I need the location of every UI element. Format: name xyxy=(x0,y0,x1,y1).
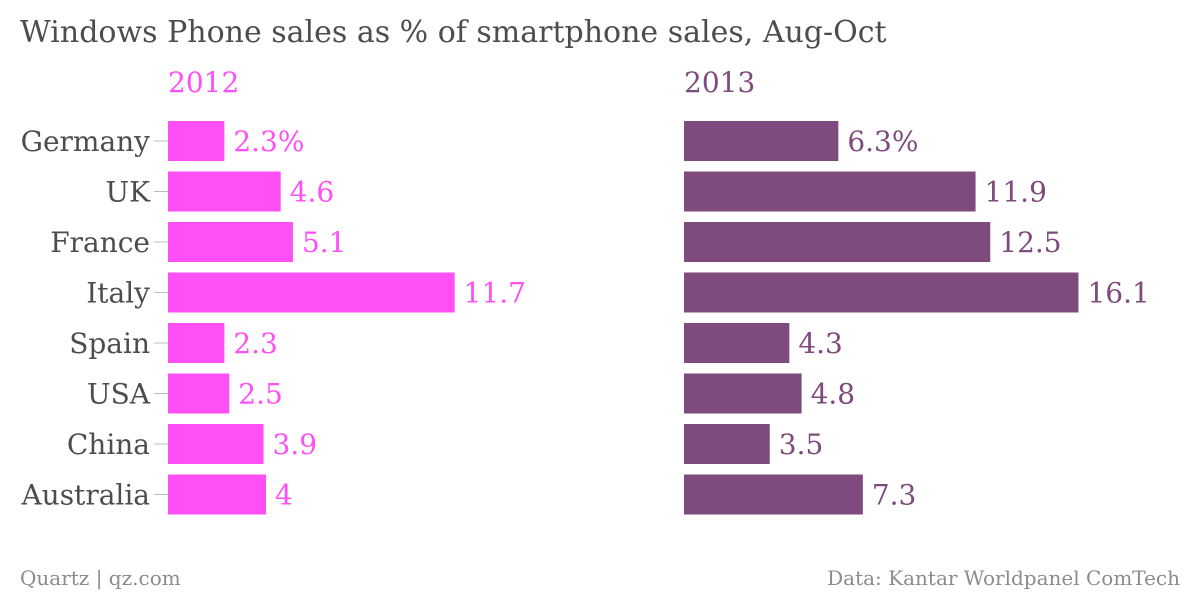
bar-2013-uk xyxy=(684,171,976,212)
bar-2012-australia xyxy=(168,474,266,515)
bar-2012-usa xyxy=(168,373,230,414)
bar-2012-spain xyxy=(168,323,225,363)
value-label-2012-germany: 2.3% xyxy=(233,125,304,158)
bar-2013-australia xyxy=(684,474,863,515)
value-label-2012-uk: 4.6 xyxy=(290,176,335,209)
category-label-uk: UK xyxy=(105,176,151,209)
value-label-2013-france: 12.5 xyxy=(999,226,1061,259)
value-label-2013-germany: 6.3% xyxy=(847,125,918,158)
value-label-2013-italy: 16.1 xyxy=(1087,277,1149,310)
category-label-australia: Australia xyxy=(20,479,150,512)
value-label-2013-china: 3.5 xyxy=(779,428,824,461)
bar-2012-china xyxy=(168,424,264,464)
bar-2012-italy xyxy=(168,272,455,313)
category-label-spain: Spain xyxy=(69,327,150,360)
bar-2012-uk xyxy=(168,171,281,212)
footer-source-left: Quartz | qz.com xyxy=(20,566,181,591)
chart-title: Windows Phone sales as % of smartphone s… xyxy=(20,15,887,50)
bar-2012-germany xyxy=(168,121,225,161)
panel-title-2013: 2013 xyxy=(684,66,755,99)
bar-2013-germany xyxy=(684,121,839,161)
value-label-2013-australia: 7.3 xyxy=(872,479,917,512)
category-label-china: China xyxy=(67,428,150,461)
value-label-2013-spain: 4.3 xyxy=(798,327,843,360)
value-label-2012-france: 5.1 xyxy=(302,226,347,259)
panel-title-2012: 2012 xyxy=(168,66,239,99)
bar-2013-italy xyxy=(684,272,1079,313)
value-label-2013-uk: 11.9 xyxy=(985,176,1047,209)
bar-2013-china xyxy=(684,424,770,464)
value-label-2012-australia: 4 xyxy=(275,479,293,512)
category-label-italy: Italy xyxy=(86,277,150,310)
category-label-usa: USA xyxy=(87,378,151,411)
bar-2013-france xyxy=(684,222,991,262)
value-label-2012-usa: 2.5 xyxy=(238,378,283,411)
bar-2012-france xyxy=(168,222,293,262)
category-label-germany: Germany xyxy=(21,125,151,158)
footer-source-right: Data: Kantar Worldpanel ComTech xyxy=(827,566,1180,590)
category-label-france: France xyxy=(50,226,150,259)
plot-area: Germany UK France Italy Spain USA China Austral… xyxy=(20,66,1150,515)
value-label-2012-china: 3.9 xyxy=(273,428,318,461)
bar-2013-spain xyxy=(684,323,790,363)
value-label-2012-italy: 11.7 xyxy=(464,277,526,310)
bar-2013-usa xyxy=(684,373,802,414)
value-label-2013-usa: 4.8 xyxy=(811,378,856,411)
value-label-2012-spain: 2.3 xyxy=(233,327,278,360)
